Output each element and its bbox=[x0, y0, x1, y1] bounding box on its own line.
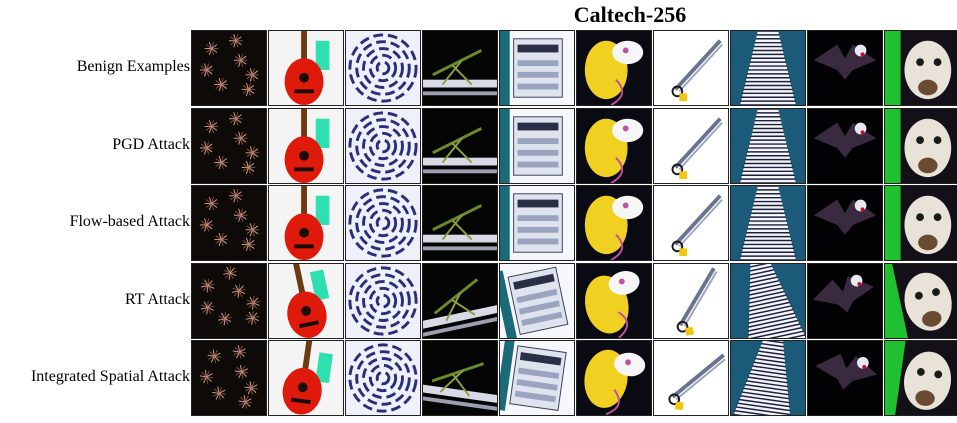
fireworks-image bbox=[191, 262, 267, 339]
grasshopper-image bbox=[422, 107, 498, 184]
row-label: PGD Attack bbox=[112, 135, 190, 153]
ladder-image bbox=[730, 30, 806, 106]
fireworks-image bbox=[191, 30, 267, 106]
ladder-image bbox=[730, 340, 806, 416]
grasshopper-image bbox=[422, 185, 498, 261]
tweezers-image bbox=[653, 340, 729, 416]
fireworks-image bbox=[191, 185, 267, 261]
fireworks-image bbox=[191, 340, 267, 416]
goat-image bbox=[884, 262, 957, 339]
tweezers-image bbox=[653, 30, 729, 106]
grasshopper-image bbox=[422, 30, 498, 106]
ladder-image bbox=[730, 185, 806, 261]
mandolin-image bbox=[268, 340, 344, 416]
goat-image bbox=[884, 30, 957, 106]
fireworks-image bbox=[191, 107, 267, 184]
grasshopper-image bbox=[422, 262, 498, 339]
copier-image bbox=[499, 340, 575, 416]
spiral-image bbox=[345, 185, 421, 261]
parrot-image bbox=[576, 340, 652, 416]
tweezers-image bbox=[653, 107, 729, 184]
bat-image bbox=[807, 340, 883, 416]
mandolin-image bbox=[268, 262, 344, 339]
spiral-image bbox=[345, 262, 421, 339]
ladder-image bbox=[730, 262, 806, 339]
goat-image bbox=[884, 185, 957, 261]
copier-image bbox=[499, 262, 575, 339]
figure-title: Caltech-256 bbox=[573, 2, 687, 27]
image-grid bbox=[191, 30, 957, 418]
parrot-image bbox=[576, 262, 652, 339]
copier-image bbox=[499, 107, 575, 184]
mandolin-image bbox=[268, 185, 344, 261]
tweezers-image bbox=[653, 185, 729, 261]
bat-image bbox=[807, 185, 883, 261]
mandolin-image bbox=[268, 30, 344, 106]
goat-image bbox=[884, 107, 957, 184]
tweezers-image bbox=[653, 262, 729, 339]
bat-image bbox=[807, 30, 883, 106]
parrot-image bbox=[576, 185, 652, 261]
bat-image bbox=[807, 262, 883, 339]
copier-image bbox=[499, 30, 575, 106]
row-label: Flow-based Attack bbox=[69, 213, 190, 230]
grasshopper-image bbox=[422, 340, 498, 416]
parrot-image bbox=[576, 107, 652, 184]
goat-image bbox=[884, 340, 957, 416]
spiral-image bbox=[345, 30, 421, 106]
row-label: Integrated Spatial Attack bbox=[30, 368, 190, 385]
row-label: Benign Examples bbox=[76, 58, 190, 75]
parrot-image bbox=[576, 30, 652, 106]
spiral-image bbox=[345, 340, 421, 416]
copier-image bbox=[499, 185, 575, 261]
row-label: RT Attack bbox=[125, 290, 190, 308]
mandolin-image bbox=[268, 107, 344, 184]
ladder-image bbox=[730, 107, 806, 184]
spiral-image bbox=[345, 107, 421, 184]
bat-image bbox=[807, 107, 883, 184]
